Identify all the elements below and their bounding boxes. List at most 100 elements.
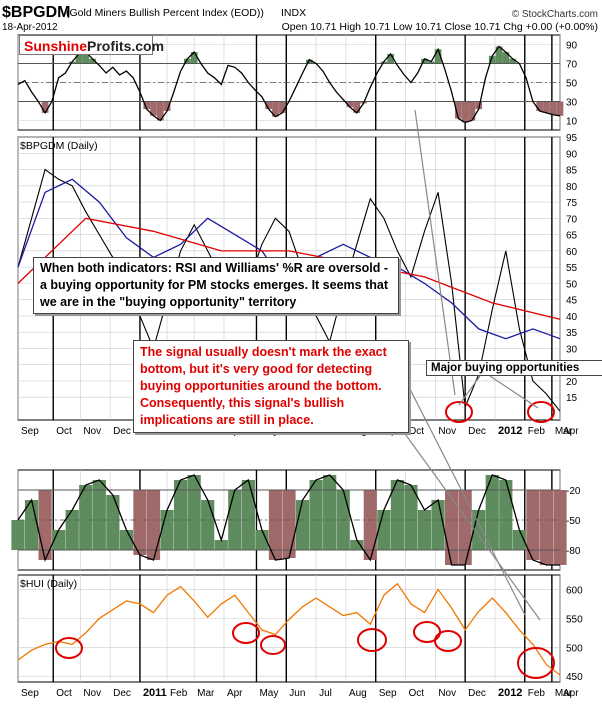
opportunity-circle [445,401,473,423]
overbought-fill [404,485,418,550]
y-tick-label: 600 [566,585,583,596]
overbought-fill [119,530,134,550]
panels-layer: 1030507090152025303540455055606570758085… [11,34,583,699]
x-tick-label: May [259,688,278,699]
y-tick-label: 70 [566,214,578,225]
y-tick-label: 50 [566,79,578,90]
pointer-line [394,419,541,621]
oversold-fill [526,490,540,560]
y-tick-label: 90 [566,149,578,160]
x-tick-label: Apr [563,688,579,699]
overbought-fill [184,58,191,64]
x-tick-label: Oct [409,688,425,699]
overbought-fill [495,46,503,64]
overbought-fill [309,480,323,550]
overbought-fill [499,480,513,550]
y-tick-label: 85 [566,166,578,177]
overbought-fill [350,540,364,550]
y-tick-label: 80 [566,182,578,193]
y-tick-label: 95 [566,133,578,144]
oversold-fill [272,101,279,117]
y-tick-label: 65 [566,231,578,242]
y-tick-label: -20 [566,486,581,497]
x-tick-label: Dec [468,688,486,699]
y-tick-label: 40 [566,312,578,323]
overbought-fill [173,480,188,550]
signal-note: The signal usually doesn't mark the exac… [133,340,409,433]
oversold-fill [455,101,462,119]
opportunity-circle [260,635,286,655]
indicators-note: When both indicators: RSI and Williams' … [33,257,399,314]
opportunity-circle [527,401,555,423]
opportunity-circle [55,637,83,659]
oversold-fill [444,490,459,565]
oversold-fill [458,490,472,565]
x-tick-label: Apr [227,688,243,699]
overbought-fill [485,475,499,550]
overbought-fill [241,480,255,550]
overbought-fill [52,530,66,550]
series-line-main [17,45,561,124]
y-tick-label: 20 [566,377,578,388]
x-tick-label: Mar [197,688,215,699]
panel-title: $HUI (Daily) [20,578,77,590]
x-tick-label: Jul [319,688,332,699]
pointer-line [458,375,481,406]
oversold-fill [475,101,483,110]
overbought-fill [255,530,269,550]
x-tick-label: Dec [113,426,131,437]
x-tick-label: Nov [83,426,101,437]
overbought-fill [488,55,496,64]
x-tick-label: Oct [409,426,425,437]
oversold-fill [282,490,296,558]
overbought-fill [390,480,405,550]
x-tick-label: Feb [528,426,546,437]
x-tick-label: Aug [349,688,367,699]
x-tick-label: Dec [468,426,486,437]
oversold-fill [461,101,469,123]
oversold-fill [353,101,361,113]
overbought-fill [201,500,215,550]
series-line-main [17,582,561,676]
oversold-fill [468,101,476,121]
oversold-fill [278,101,286,113]
series-line-ma200 [17,217,561,320]
x-tick-label: Sep [21,688,39,699]
overbought-fill [228,490,242,550]
y-tick-label: 30 [566,98,578,109]
y-tick-label: 550 [566,614,583,625]
x-tick-label: 2012 [498,425,522,437]
overbought-fill [75,54,83,64]
y-tick-label: -50 [566,516,581,527]
y-tick-label: 35 [566,328,578,339]
oversold-fill [536,101,544,111]
x-tick-label: Apr [563,426,579,437]
overbought-fill [295,500,310,550]
opportunity-circle [517,647,555,679]
overbought-fill [190,52,198,64]
oversold-fill [41,101,49,113]
series-line-main [17,474,560,566]
y-tick-label: 75 [566,198,578,209]
overbought-fill [377,510,391,550]
sunshine-profits-logo: SunshineProfits.com [19,35,164,55]
major-buying-note: Major buying opportunities [426,360,602,376]
overbought-fill [89,58,96,64]
panel-title: $BPGDM (Daily) [20,140,98,152]
chart-exchange: INDX [281,7,306,19]
opportunity-circle [357,628,387,652]
x-tick-label: Nov [438,688,456,699]
overbought-fill [11,520,25,550]
x-tick-label: Nov [83,688,101,699]
overbought-fill [421,58,428,64]
overbought-fill [187,475,201,550]
overbought-fill [160,510,174,550]
overbought-fill [417,510,432,550]
y-tick-label: 10 [566,117,578,128]
pointer-line [489,375,539,409]
overbought-fill [387,54,394,64]
logo-text-sunshine: Sunshine [24,38,88,54]
oversold-fill [543,101,550,113]
x-tick-label: Oct [56,688,72,699]
